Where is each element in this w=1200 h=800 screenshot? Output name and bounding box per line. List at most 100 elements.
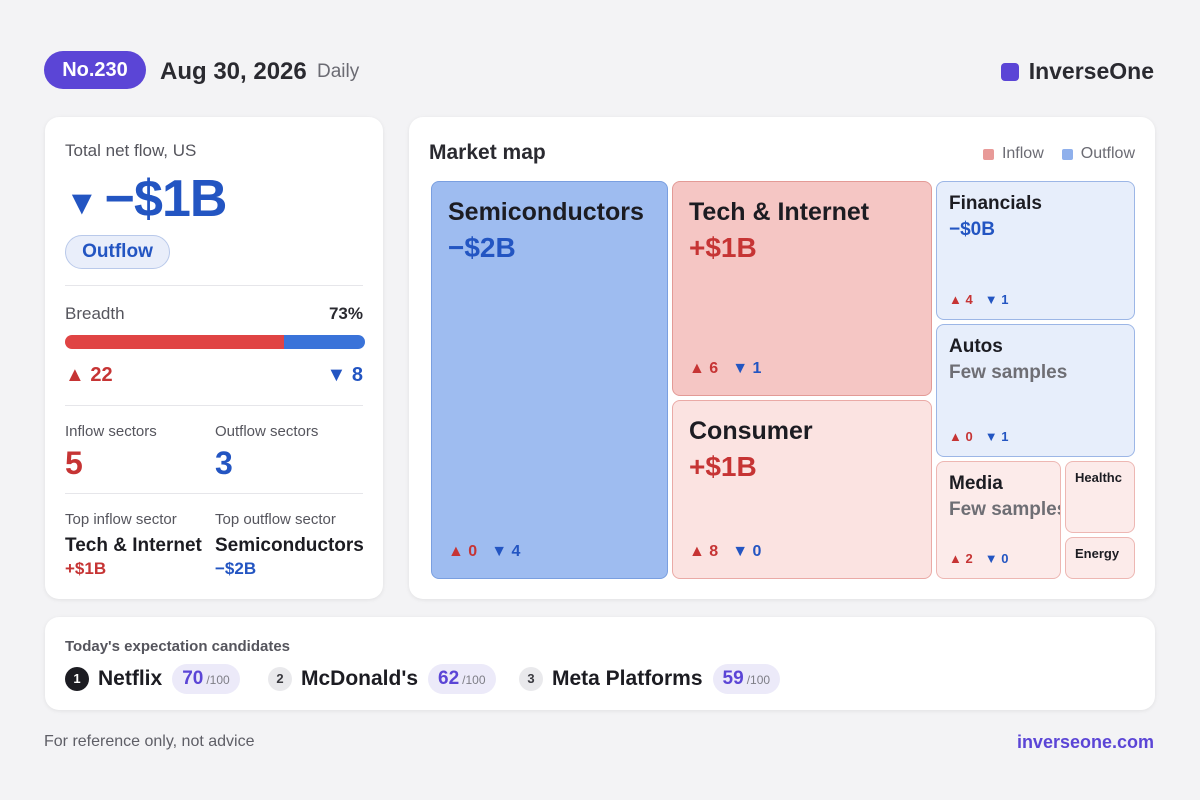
outflow-sectors-label: Outflow sectors [215,423,319,440]
tile-name: Tech & Internet [689,198,870,226]
tile-semiconductors[interactable]: Semiconductors −$2B ▲ 0 ▼ 4 [431,181,668,579]
brand-name: InverseOne [1028,58,1154,84]
candidate-item[interactable]: 3 Meta Platforms 59 /100 [519,664,781,694]
up-count: ▲ 2 [949,551,973,566]
down-arrow-icon: ▼ [65,184,99,222]
down-count: ▼ 0 [732,543,762,560]
tile-financials[interactable]: Financials −$0B ▲ 4 ▼ 1 [936,181,1135,320]
candidate-item[interactable]: 1 Netflix 70 /100 [65,664,240,694]
tile-value: +$1B [689,232,757,263]
candidate-item[interactable]: 2 McDonald's 62 /100 [268,664,496,694]
flow-status-badge: Outflow [65,235,170,269]
net-flow-label: Total net flow, US [65,141,197,160]
down-count: 8 [351,364,363,386]
candidate-name: McDonald's [301,667,419,690]
score-max: /100 [462,673,486,687]
down-arrow-icon: ▼ [326,364,347,386]
tile-name: Media [949,473,1003,494]
down-count: ▼ 1 [984,429,1009,444]
candidate-name: Meta Platforms [552,667,703,690]
up-count: ▲ 4 [949,292,973,307]
market-map-legend: Inflow Outflow [982,145,1135,163]
issue-badge: No.230 [44,51,146,89]
outflow-sectors-count: 3 [215,445,233,481]
tile-autos[interactable]: Autos Few samples ▲ 0 ▼ 1 [936,324,1135,457]
net-flow-summary-card: Total net flow, US ▼ −$1B Outflow Breadt… [45,117,383,599]
rank-badge: 2 [268,667,292,691]
tile-name: Energy [1075,546,1120,561]
up-arrow-icon: ▲ [65,364,85,386]
rank-badge: 1 [65,667,89,691]
market-map-title: Market map [429,141,546,164]
tile-consumer[interactable]: Consumer +$1B ▲ 8 ▼ 0 [672,400,932,579]
net-flow-value: ▼ −$1B [65,169,228,229]
down-count: ▼ 0 [984,551,1009,566]
report-period: Daily [317,61,360,82]
up-count: ▲ 0 [448,543,478,560]
down-count: ▼ 1 [984,292,1009,307]
score-value: 70 [182,668,204,689]
net-flow-amount: −$1B [104,170,228,228]
tile-name: Autos [949,336,1003,357]
up-count: ▲ 8 [689,543,719,560]
score-badge: 70 /100 [172,664,240,694]
divider [65,493,363,494]
top-outflow-label: Top outflow sector [215,511,336,528]
tile-counts: ▲ 0 ▼ 1 [949,429,1008,444]
tile-value: Few samples [949,499,1061,520]
tile-energy[interactable]: Energy [1065,537,1135,579]
up-count: ▲ 6 [689,360,719,377]
website-link[interactable]: inverseone.com [1016,732,1154,752]
top-outflow-sector: Semiconductors [215,535,364,556]
tile-name: Consumer [689,417,813,445]
outflow-legend-label: Outflow [1080,145,1135,162]
breadth-up-count: ▲ 22 [65,364,113,387]
tile-tech-internet[interactable]: Tech & Internet +$1B ▲ 6 ▼ 1 [672,181,932,396]
up-count: ▲ 0 [949,429,973,444]
candidates-title: Today's expectation candidates [65,638,291,655]
tile-counts: ▲ 0 ▼ 4 [448,543,520,561]
breadth-bar-inflow [65,335,284,349]
inflow-legend-swatch [982,148,994,160]
disclaimer-text: For reference only, not advice [44,733,255,750]
breadth-bar [65,335,365,349]
top-inflow-label: Top inflow sector [65,511,177,528]
top-inflow-value: +$1B [65,559,107,578]
breadth-label: Breadth [65,304,125,323]
brand-logo-icon [1000,62,1019,81]
brand: InverseOne [1000,58,1154,85]
tile-value: Few samples [949,362,1068,383]
report-date: Aug 30, 2026 [160,58,307,85]
tile-counts: ▲ 8 ▼ 0 [689,543,761,561]
divider [65,285,363,286]
tile-counts: ▲ 6 ▼ 1 [689,360,761,378]
breadth-bar-outflow [284,335,365,349]
inflow-sectors-label: Inflow sectors [65,423,157,440]
score-value: 62 [438,668,460,689]
tile-name: Financials [949,193,1042,214]
tile-name: Semiconductors [448,198,644,226]
score-badge: 62 /100 [428,664,496,694]
top-inflow-sector: Tech & Internet [65,535,202,556]
tile-name: Healthc [1075,470,1122,485]
outflow-legend-swatch [1061,148,1073,160]
tile-value: −$2B [448,232,516,263]
candidate-name: Netflix [98,667,163,690]
inflow-legend-label: Inflow [1001,145,1044,162]
tile-value: +$1B [689,451,757,482]
top-outflow-value: −$2B [215,559,257,578]
divider [65,405,363,406]
breadth-down-count: ▼ 8 [327,364,363,387]
score-max: /100 [206,673,230,687]
tile-value: −$0B [949,219,995,240]
score-value: 59 [722,668,744,689]
score-max: /100 [746,673,771,687]
rank-badge: 3 [519,667,543,691]
down-count: ▼ 1 [732,360,762,377]
tile-healthcare[interactable]: Healthc [1065,461,1135,533]
tile-media[interactable]: Media Few samples ▲ 2 ▼ 0 [936,461,1061,579]
expectation-candidates-card: Today's expectation candidates 1 Netflix… [45,617,1155,710]
breadth-percent: 73% [328,304,363,323]
score-badge: 59 /100 [712,664,781,694]
up-count: 22 [90,364,113,386]
